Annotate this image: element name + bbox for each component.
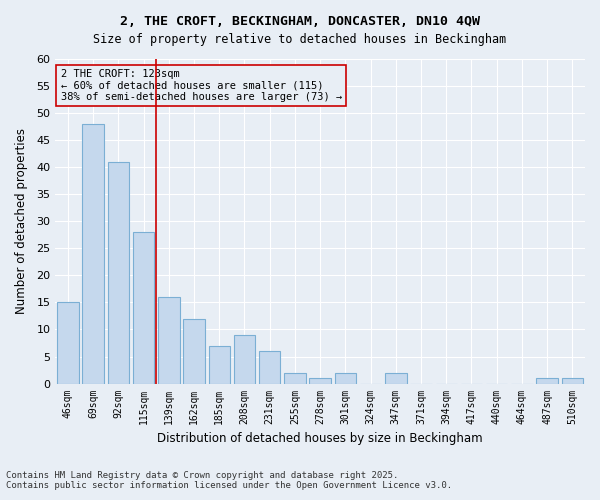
Text: Size of property relative to detached houses in Beckingham: Size of property relative to detached ho…: [94, 32, 506, 46]
Text: Contains HM Land Registry data © Crown copyright and database right 2025.
Contai: Contains HM Land Registry data © Crown c…: [6, 470, 452, 490]
X-axis label: Distribution of detached houses by size in Beckingham: Distribution of detached houses by size …: [157, 432, 483, 445]
Bar: [158, 297, 179, 384]
Bar: [335, 372, 356, 384]
Bar: [57, 302, 79, 384]
Bar: [259, 351, 280, 384]
Bar: [184, 318, 205, 384]
Bar: [107, 162, 129, 384]
Bar: [536, 378, 558, 384]
Y-axis label: Number of detached properties: Number of detached properties: [15, 128, 28, 314]
Text: 2 THE CROFT: 123sqm
← 60% of detached houses are smaller (115)
38% of semi-detac: 2 THE CROFT: 123sqm ← 60% of detached ho…: [61, 68, 342, 102]
Bar: [385, 372, 407, 384]
Bar: [234, 335, 255, 384]
Bar: [133, 232, 154, 384]
Bar: [562, 378, 583, 384]
Text: 2, THE CROFT, BECKINGHAM, DONCASTER, DN10 4QW: 2, THE CROFT, BECKINGHAM, DONCASTER, DN1…: [120, 15, 480, 28]
Bar: [310, 378, 331, 384]
Bar: [209, 346, 230, 384]
Bar: [284, 372, 305, 384]
Bar: [82, 124, 104, 384]
